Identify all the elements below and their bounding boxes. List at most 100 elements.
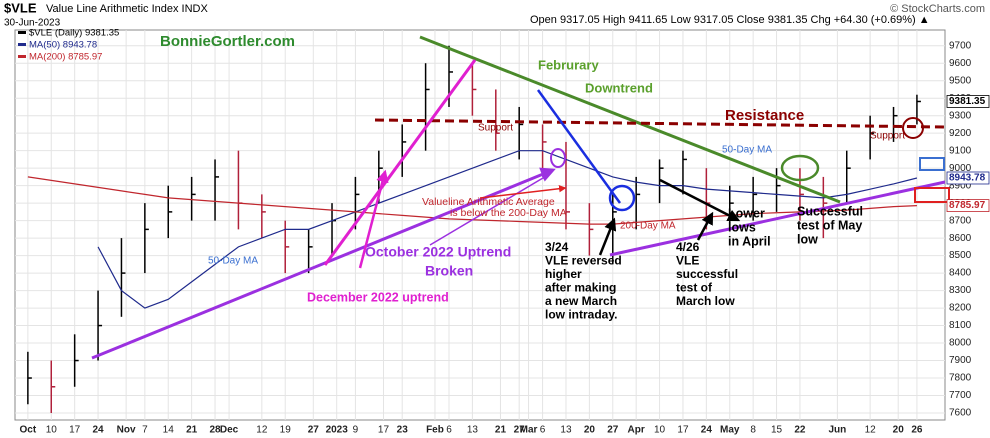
annotation: Resistance <box>725 107 804 124</box>
x-tick-label: 7 <box>142 425 148 436</box>
x-tick-label: 17 <box>378 425 390 436</box>
x-tick-label: 12 <box>865 425 877 436</box>
circle <box>608 184 636 212</box>
annotation: 50-Day MA <box>722 145 772 156</box>
y-tick-label: 8000 <box>949 338 972 349</box>
arrow <box>358 169 389 269</box>
y-tick-label: 9700 <box>949 40 972 51</box>
legend-swatch <box>18 43 26 46</box>
annotation: test of May <box>797 218 862 232</box>
x-tick-label: 13 <box>560 425 572 436</box>
x-tick-label: 2023 <box>326 425 349 436</box>
value-label: 8943.78 <box>949 173 986 184</box>
annotation: VLE reversed <box>545 254 622 268</box>
arrow <box>479 184 567 199</box>
y-tick-label: 7800 <box>949 373 972 384</box>
value-label: 9381.35 <box>949 96 986 107</box>
y-tick-label: 8400 <box>949 268 972 279</box>
value-label: 8785.97 <box>949 200 986 211</box>
annotation: VLE <box>676 254 699 268</box>
annotation: December 2022 uptrend <box>307 290 449 304</box>
y-tick-label: 9300 <box>949 110 972 121</box>
annotation: BonnieGortler.com <box>160 33 295 50</box>
y-tick-label: 8900 <box>949 180 972 191</box>
annotation: after making <box>545 281 616 295</box>
annotation: successful <box>676 267 738 281</box>
resistance-line <box>374 118 946 129</box>
x-tick-label: Dec <box>220 425 239 436</box>
x-tick-label: 21 <box>186 425 198 436</box>
box <box>914 187 950 203</box>
x-tick-label: 21 <box>495 425 507 436</box>
x-tick-label: Apr <box>628 425 645 436</box>
y-tick-label: 9000 <box>949 163 972 174</box>
annotation: 4/26 <box>676 240 700 254</box>
x-tick-label: 9 <box>353 425 359 436</box>
y-tick-label: 8200 <box>949 303 972 314</box>
value-badge <box>946 171 990 185</box>
circle <box>902 117 924 139</box>
plot-frame <box>14 29 946 421</box>
annotation: in April <box>728 234 771 248</box>
y-tick-label: 8700 <box>949 215 972 226</box>
x-tick-label: Mar <box>520 425 538 436</box>
arrow <box>696 211 714 241</box>
y-tick-label: 9100 <box>949 145 972 156</box>
annotation: October 2022 Uptrend <box>365 244 511 260</box>
annotation: a new March <box>545 294 617 308</box>
annotation: higher <box>545 267 582 281</box>
annotation: 50-Day MA <box>208 256 258 267</box>
arrow <box>659 178 741 222</box>
x-tick-label: 27 <box>514 425 526 436</box>
annotation: is below the 200-Day MA <box>450 207 567 219</box>
annotation: test of <box>676 281 713 295</box>
source: © StockCharts.com <box>890 3 985 15</box>
annotation: low intraday. <box>545 308 617 322</box>
annotation: Successful <box>797 204 863 218</box>
legend-entry: MA(200) 8785.97 <box>29 52 102 63</box>
box <box>919 157 945 171</box>
drawings <box>91 35 950 360</box>
support-line <box>609 180 946 257</box>
annotation: Valueline Arithmetic Average <box>422 196 555 208</box>
legend-swatch <box>18 55 26 58</box>
x-tick-label: 28 <box>209 425 221 436</box>
x-tick-label: 20 <box>584 425 596 436</box>
y-tick-label: 7900 <box>949 355 972 366</box>
legend-entry: MA(50) 8943.78 <box>29 40 97 51</box>
y-tick-label: 9200 <box>949 128 972 139</box>
x-tick-label: 10 <box>46 425 58 436</box>
annotation: Support <box>478 123 513 134</box>
annotation: March low <box>676 294 735 308</box>
x-tick-label: 8 <box>750 425 756 436</box>
annotation: lows <box>728 220 756 234</box>
y-tick-label: 8500 <box>949 250 972 261</box>
value-badge <box>946 199 990 212</box>
dec-uptrend-line <box>323 59 477 266</box>
arrow <box>429 174 550 246</box>
x-tick-label: Feb <box>426 425 444 436</box>
annotation: 3/24 <box>545 240 569 254</box>
x-tick-label: Jun <box>828 425 846 436</box>
legend-swatch <box>18 31 26 34</box>
circle <box>780 154 820 182</box>
x-tick-label: 27 <box>308 425 320 436</box>
downtrend-line <box>419 35 841 204</box>
x-tick-label: 17 <box>69 425 81 436</box>
title: Value Line Arithmetic Index INDX <box>46 3 208 15</box>
x-tick-label: Nov <box>117 425 136 436</box>
y-tick-label: 8600 <box>949 233 972 244</box>
symbol: $VLE <box>4 0 37 15</box>
annotation: 200-Day MA <box>620 221 676 232</box>
x-tick-label: Oct <box>20 425 37 436</box>
x-tick-label: 13 <box>467 425 479 436</box>
x-tick-label: 27 <box>607 425 619 436</box>
ma-line <box>97 150 918 309</box>
x-tick-label: 6 <box>540 425 546 436</box>
blue-line <box>536 89 622 204</box>
x-tick-label: 19 <box>280 425 292 436</box>
x-tick-label: 6 <box>446 425 452 436</box>
y-tick-label: 8300 <box>949 285 972 296</box>
x-tick-label: 10 <box>654 425 666 436</box>
